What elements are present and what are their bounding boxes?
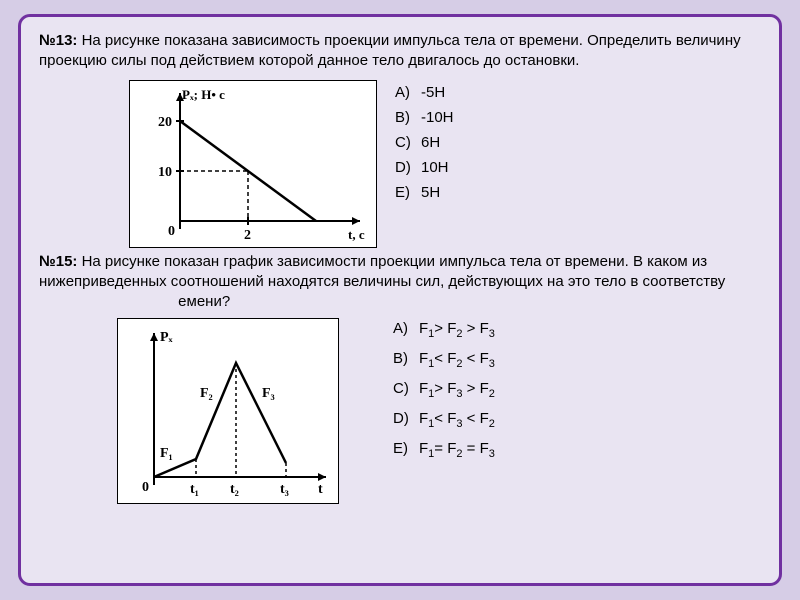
q13-option-b: B)-10Н	[395, 109, 454, 126]
svg-text:t₁: t₁	[190, 482, 199, 497]
q15-option-b: B)F1< F2 < F3	[393, 350, 495, 370]
q15-b-text: F1< F2 < F3	[419, 350, 495, 370]
q13-text: На рисунке показана зависимость проекции…	[39, 32, 741, 69]
q13-option-a: A)-5Н	[395, 84, 454, 101]
q15-number: №15:	[39, 253, 77, 270]
q13-row: 20 10 0 2 Pₓ; Н• с t, с A)-5Н B)-10Н C)6…	[39, 78, 761, 248]
svg-text:F₃: F₃	[262, 386, 275, 401]
svg-text:0: 0	[168, 224, 175, 239]
q15-answers: A)F1> F2 > F3 B)F1< F2 < F3 C)F1> F3 > F…	[393, 318, 495, 460]
svg-text:t: t	[318, 482, 323, 497]
svg-text:t₂: t₂	[230, 482, 239, 497]
q15-row: 0 Pₓ t t₁ t₂ t₃ F₁ F₂ F₃ A)F1> F2 > F3	[39, 318, 761, 504]
svg-text:F₂: F₂	[200, 386, 213, 401]
slide-card: №13: На рисунке показана зависимость про…	[18, 14, 782, 586]
q13-answers: A)-5Н B)-10Н C)6Н D)10Н E)5Н	[395, 78, 454, 201]
q13-option-d: D)10Н	[395, 159, 454, 176]
q15-text: На рисунке показан график зависимости пр…	[39, 253, 725, 290]
q15-d-text: F1< F3 < F2	[419, 410, 495, 430]
svg-text:2: 2	[244, 228, 251, 243]
svg-text:Pₓ; Н• с: Pₓ; Н• с	[182, 87, 225, 102]
q15-c-text: F1> F3 > F2	[419, 380, 495, 400]
svg-text:0: 0	[142, 480, 149, 495]
q15-e-text: F1= F2 = F3	[419, 440, 495, 460]
q15-option-d: D)F1< F3 < F2	[393, 410, 495, 430]
q15-option-c: C)F1> F3 > F2	[393, 380, 495, 400]
svg-text:Pₓ: Pₓ	[160, 330, 174, 345]
q13-chart: 20 10 0 2 Pₓ; Н• с t, с	[129, 80, 377, 248]
q13-option-c: C)6Н	[395, 134, 454, 151]
q15-option-e: E)F1= F2 = F3	[393, 440, 495, 460]
question-15: №15: На рисунке показан график зависимос…	[39, 252, 761, 313]
svg-text:F₁: F₁	[160, 446, 173, 461]
svg-text:20: 20	[158, 115, 172, 130]
q13-number: №13:	[39, 32, 77, 49]
q15-a-text: F1> F2 > F3	[419, 320, 495, 340]
q15-option-a: A)F1> F2 > F3	[393, 320, 495, 340]
svg-text:10: 10	[158, 165, 172, 180]
q15-tail: емени?	[178, 293, 230, 310]
q15-chart: 0 Pₓ t t₁ t₂ t₃ F₁ F₂ F₃	[117, 318, 339, 504]
question-13: №13: На рисунке показана зависимость про…	[39, 31, 761, 72]
svg-text:t₃: t₃	[280, 482, 289, 497]
q13-option-e: E)5Н	[395, 184, 454, 201]
svg-text:t, с: t, с	[348, 227, 365, 242]
